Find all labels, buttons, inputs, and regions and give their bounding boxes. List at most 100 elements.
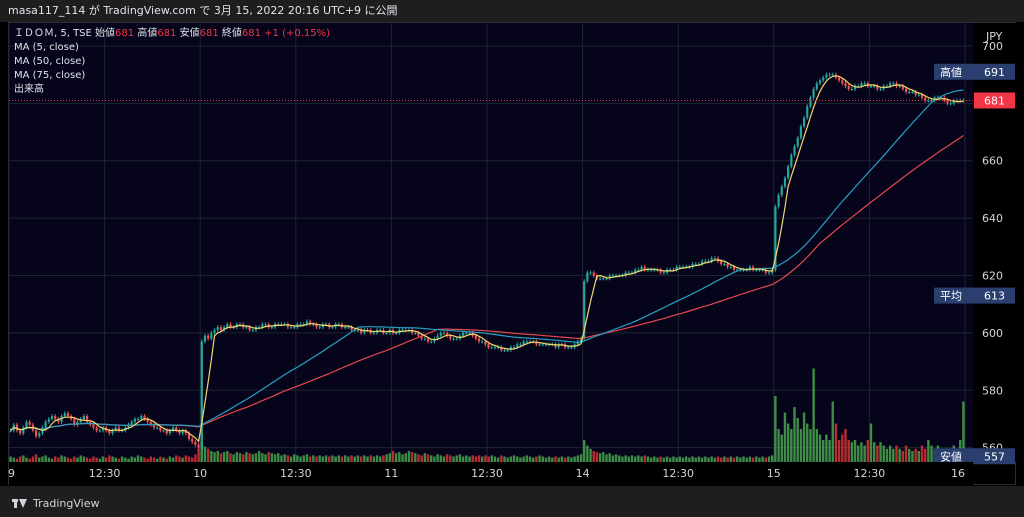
volume-bar <box>63 456 66 462</box>
candle-body <box>497 347 500 349</box>
volume-bar <box>888 445 892 462</box>
volume-bar <box>159 456 162 462</box>
candle-body <box>181 430 184 434</box>
candle-body <box>385 332 388 334</box>
price-tick-label: 620 <box>982 269 1003 282</box>
volume-bar <box>503 456 506 462</box>
volume-bar <box>487 456 490 462</box>
candle-body <box>500 347 503 351</box>
candle-body <box>130 421 133 425</box>
candle-body <box>873 86 876 88</box>
volume-bar <box>678 456 681 462</box>
volume-bar <box>401 454 404 462</box>
volume-bar <box>914 448 917 462</box>
volume-bar <box>213 452 216 462</box>
volume-bar <box>267 452 270 462</box>
candle-body <box>280 324 283 326</box>
candle-body <box>172 427 175 431</box>
volume-bar <box>876 445 879 462</box>
volume-bar <box>22 455 25 462</box>
volume-bar <box>146 458 149 462</box>
candle-body <box>248 327 251 331</box>
volume-bar <box>847 440 850 462</box>
volume-bar <box>414 453 417 462</box>
volume-bar <box>758 457 761 462</box>
volume-bar <box>372 456 376 462</box>
volume-bar <box>825 434 828 462</box>
currency-label[interactable]: JPY <box>985 30 1003 43</box>
candle-body <box>876 86 879 89</box>
candle-body <box>697 264 701 266</box>
candle-body <box>66 413 70 417</box>
volume-bar <box>439 455 442 462</box>
candle-body <box>420 335 423 339</box>
price-marker-label-bg <box>934 448 974 465</box>
candle-body <box>777 195 780 207</box>
candle-body <box>914 91 917 95</box>
candle-body <box>395 332 398 334</box>
time-tick-label: 12:30 <box>280 467 312 480</box>
volume-bar <box>662 457 666 462</box>
volume-bar <box>627 456 631 462</box>
volume-bar <box>589 448 592 462</box>
candle-body <box>678 266 681 268</box>
candle-body <box>85 416 89 422</box>
candle-body <box>806 106 809 118</box>
indicator-ma5[interactable]: MA (5, close) <box>14 42 79 53</box>
volume-bar <box>181 457 184 462</box>
volume-bar <box>455 455 458 462</box>
volume-bar <box>44 455 47 462</box>
volume-bar <box>790 429 793 462</box>
volume-bar <box>187 456 191 462</box>
candle-body <box>544 344 548 346</box>
volume-bar <box>178 456 181 462</box>
volume-bar <box>124 457 127 462</box>
candle-body <box>411 330 414 333</box>
volume-bar <box>831 401 834 462</box>
volume-bar <box>563 457 567 462</box>
time-axis[interactable] <box>9 462 973 485</box>
indicator-ma75[interactable]: MA (75, close) <box>14 70 86 81</box>
candle-body <box>270 327 273 329</box>
candle-body <box>293 327 296 329</box>
volume-bar <box>280 455 283 462</box>
volume-bar <box>47 457 51 462</box>
candle-body <box>736 269 739 271</box>
candle-body <box>825 74 828 78</box>
indicator-volume[interactable]: 出来高 <box>14 84 44 95</box>
candle-body <box>519 344 522 346</box>
volume-bar <box>892 448 895 462</box>
candle-body <box>226 324 229 328</box>
candle-body <box>799 126 802 138</box>
candle-body <box>449 335 452 339</box>
candle-body <box>605 278 608 280</box>
indicator-ma50[interactable]: MA (50, close) <box>14 56 86 67</box>
volume-bar <box>232 454 235 462</box>
candle-body <box>114 427 117 431</box>
volume-bar <box>493 456 497 462</box>
volume-bar <box>168 456 172 462</box>
volume-bar <box>633 456 637 462</box>
volume-bar <box>857 445 860 462</box>
candle-body <box>557 344 560 348</box>
candle-body <box>710 258 713 262</box>
candle-body <box>952 100 955 104</box>
candle-body <box>414 332 417 334</box>
volume-bar <box>356 455 360 462</box>
candle-body <box>73 418 76 425</box>
volume-bar <box>608 453 611 462</box>
volume-bar <box>525 455 529 462</box>
volume-bar <box>557 457 560 462</box>
volume-bar <box>777 429 780 462</box>
candle-body <box>758 269 761 271</box>
volume-bar <box>194 454 197 462</box>
volume-bar <box>586 445 589 462</box>
candle-body <box>707 261 710 263</box>
tradingview-brand[interactable]: TradingView <box>12 497 99 510</box>
volume-bar <box>57 457 60 462</box>
candle-body <box>426 338 430 342</box>
volume-bar <box>576 455 580 462</box>
candle-body <box>487 344 490 348</box>
candle-body <box>930 100 933 102</box>
